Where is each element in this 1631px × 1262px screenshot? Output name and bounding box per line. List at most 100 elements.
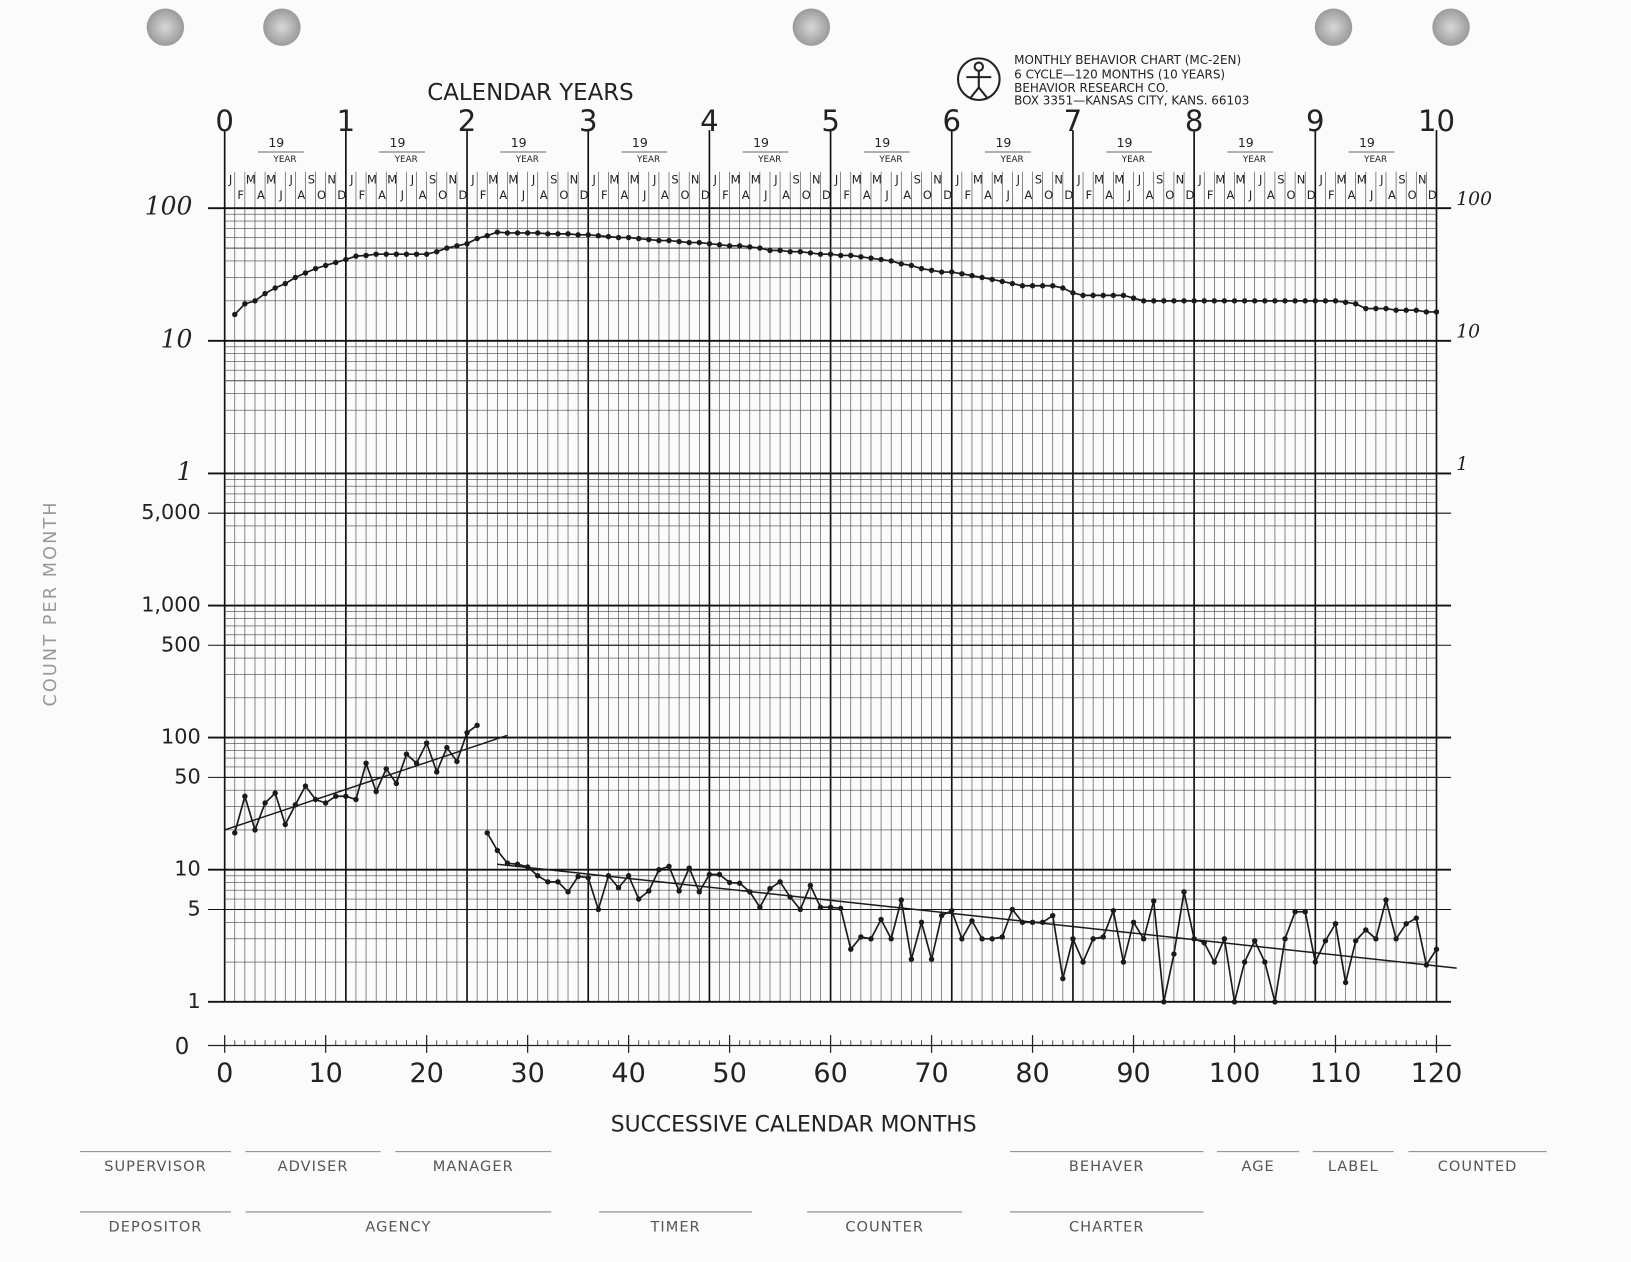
data-point (716, 871, 723, 878)
month-letter: A (621, 188, 629, 202)
x2-tick-label: 7 (1064, 104, 1083, 138)
month-letter: J (1197, 173, 1201, 187)
data-point (787, 248, 793, 255)
data-point (1090, 936, 1096, 942)
data-point (898, 897, 904, 903)
data-point (1282, 936, 1288, 942)
data-point (1332, 921, 1339, 927)
publisher-line: BEHAVIOR RESEARCH CO. (1014, 81, 1168, 95)
data-point (625, 234, 632, 241)
field-label: ADVISER (278, 1158, 349, 1175)
trend-line (497, 863, 1457, 969)
data-point (1241, 298, 1248, 304)
data-point (1373, 936, 1379, 942)
data-point (898, 261, 904, 267)
publisher-line: 6 CYCLE—120 MONTHS (10 YEARS) (1014, 68, 1225, 82)
data-point (333, 259, 339, 266)
data-point (837, 252, 844, 259)
data-point (1100, 934, 1106, 940)
data-point (1262, 959, 1268, 965)
y2-tick-label: 100 (1456, 189, 1492, 210)
data-point (1231, 999, 1238, 1005)
x-tick-label: 110 (1310, 1058, 1362, 1089)
month-letter: F (1086, 188, 1093, 202)
month-letter: S (1277, 173, 1284, 187)
data-point (807, 250, 814, 256)
month-letter: J (1248, 188, 1252, 202)
data-point (908, 262, 915, 269)
data-point (726, 243, 733, 249)
month-letter: O (1165, 188, 1174, 202)
field-label: MANAGER (433, 1158, 514, 1175)
data-point (555, 879, 561, 885)
data-point (333, 793, 339, 799)
data-point (1241, 959, 1248, 965)
data-point (949, 907, 955, 914)
month-letter: J (228, 173, 232, 187)
month-letter: D (701, 188, 710, 202)
data-point (1110, 907, 1117, 914)
month-letter: F (965, 188, 972, 202)
data-point (686, 239, 692, 246)
month-letter: A (1388, 188, 1396, 202)
month-letter: D (1186, 188, 1195, 202)
month-letter: M (609, 173, 619, 187)
month-letter: A (1226, 188, 1234, 202)
data-point (262, 290, 268, 297)
punch-hole (1314, 8, 1353, 46)
data-point (797, 906, 803, 913)
data-point (1130, 919, 1137, 925)
month-letter: M (852, 173, 862, 187)
data-point (322, 800, 329, 806)
month-letter: O (681, 188, 690, 202)
month-letter: J (470, 173, 474, 187)
month-letter: A (863, 188, 871, 202)
data-point (1363, 305, 1369, 312)
data-point (989, 936, 995, 942)
data-point (272, 790, 278, 796)
data-point (262, 800, 268, 806)
y-tick-label: 1,000 (141, 593, 201, 617)
data-point (1039, 283, 1046, 289)
trend-line (224, 734, 508, 831)
data-point (848, 946, 854, 952)
month-letter: F (1207, 188, 1214, 202)
data-point (322, 262, 329, 269)
data-point (918, 265, 925, 272)
data-point (423, 251, 430, 257)
data-point (413, 251, 420, 257)
month-letter: J (278, 188, 282, 202)
y-tick-label: 100 (161, 725, 201, 749)
data-point (1009, 280, 1016, 287)
data-point (767, 247, 773, 254)
field-label: LABEL (1328, 1158, 1379, 1175)
year-word: YEAR (636, 155, 660, 165)
x-tick-label: 40 (611, 1058, 645, 1089)
month-letter: A (1024, 188, 1032, 202)
data-point (615, 234, 622, 241)
data-point (423, 740, 430, 746)
data-point (928, 956, 935, 962)
x-tick-label: 70 (914, 1058, 948, 1089)
x2-tick-label: 3 (579, 104, 598, 138)
data-point (242, 793, 248, 799)
data-point (1292, 298, 1298, 304)
month-letter: O (1044, 188, 1053, 202)
punch-hole (792, 8, 831, 46)
month-letter: J (1137, 173, 1141, 187)
data-point (1029, 283, 1036, 289)
month-letter: M (872, 173, 882, 187)
data-point (1413, 915, 1419, 921)
data-point (858, 254, 864, 260)
month-letter: J (773, 173, 777, 187)
data-point (999, 934, 1005, 940)
data-point (1120, 292, 1127, 299)
data-point (393, 251, 400, 257)
month-letter: J (1379, 173, 1383, 187)
month-letter: A (1267, 188, 1275, 202)
month-letter: J (652, 173, 656, 187)
month-letter: S (1156, 173, 1163, 187)
y-tick-label: 500 (161, 632, 201, 656)
data-point (1393, 307, 1399, 313)
